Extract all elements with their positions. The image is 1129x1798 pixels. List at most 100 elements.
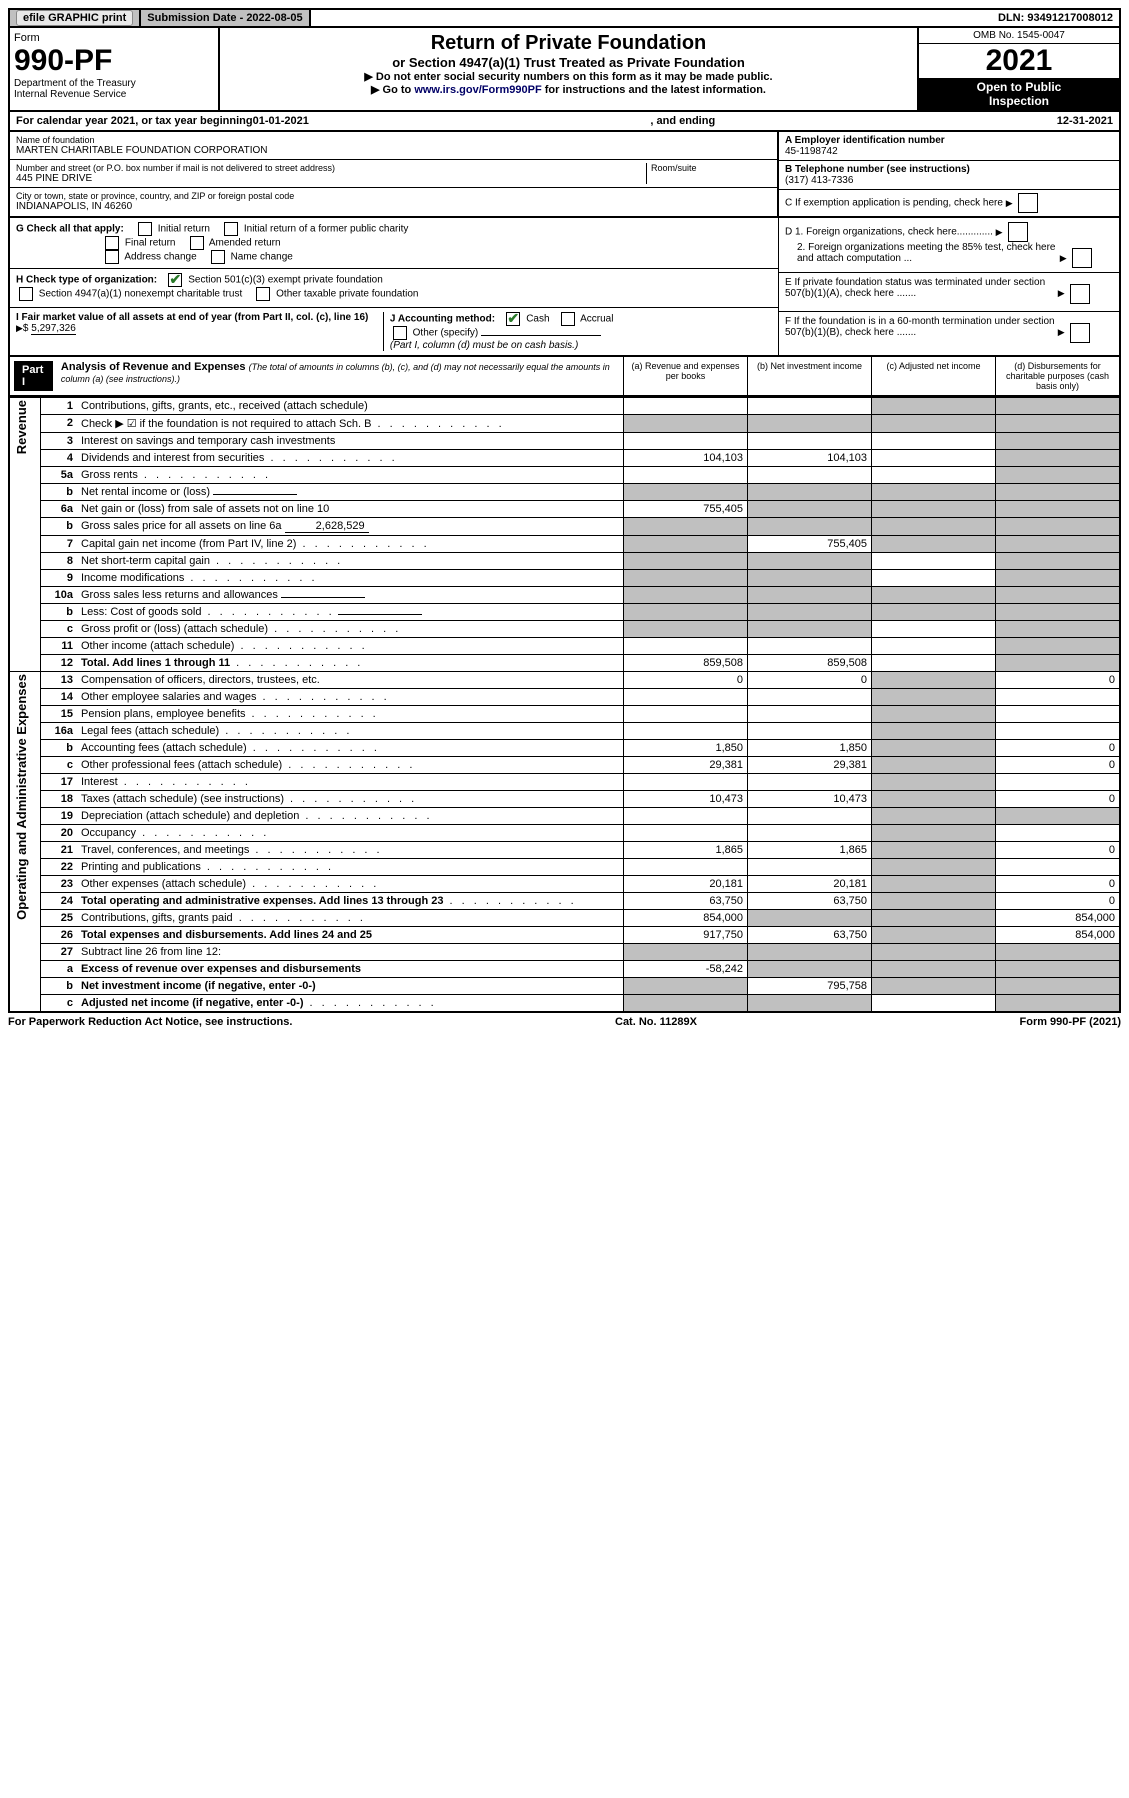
line-number: b bbox=[41, 604, 78, 621]
cell-col-dd bbox=[996, 723, 1121, 740]
line-description: Compensation of officers, directors, tru… bbox=[77, 672, 624, 689]
cell-col-dd bbox=[996, 944, 1121, 961]
line-number: b bbox=[41, 740, 78, 757]
cell-col-c bbox=[872, 587, 996, 604]
cell-col-a bbox=[624, 484, 748, 501]
cell-col-a bbox=[624, 723, 748, 740]
line-description: Other income (attach schedule) bbox=[77, 638, 624, 655]
cell-col-b bbox=[748, 825, 872, 842]
d1-checkbox[interactable] bbox=[1008, 222, 1028, 242]
cell-col-dd bbox=[996, 570, 1121, 587]
instr-1: ▶ Do not enter social security numbers o… bbox=[224, 70, 913, 83]
cell-col-dd: 0 bbox=[996, 672, 1121, 689]
line-description: Adjusted net income (if negative, enter … bbox=[77, 995, 624, 1013]
cell-col-a: 0 bbox=[624, 672, 748, 689]
cell-col-c bbox=[872, 672, 996, 689]
form-subtitle: or Section 4947(a)(1) Trust Treated as P… bbox=[224, 55, 913, 70]
cell-col-b: 63,750 bbox=[748, 893, 872, 910]
line-description: Net rental income or (loss) bbox=[77, 484, 624, 501]
f-checkbox[interactable] bbox=[1070, 323, 1090, 343]
line-description: Legal fees (attach schedule) bbox=[77, 723, 624, 740]
cell-col-b bbox=[748, 484, 872, 501]
table-row: 11Other income (attach schedule) bbox=[9, 638, 1120, 655]
cell-col-b bbox=[748, 723, 872, 740]
h-other-checkbox[interactable] bbox=[256, 287, 270, 301]
cell-col-c bbox=[872, 757, 996, 774]
analysis-table: Revenue1Contributions, gifts, grants, et… bbox=[8, 397, 1121, 1013]
expenses-side-label: Operating and Administrative Expenses bbox=[9, 672, 41, 1013]
cell-col-a: 854,000 bbox=[624, 910, 748, 927]
line-number: 14 bbox=[41, 689, 78, 706]
table-row: bNet rental income or (loss) bbox=[9, 484, 1120, 501]
table-row: 2Check ▶ ☑ if the foundation is not requ… bbox=[9, 415, 1120, 433]
cell-col-c bbox=[872, 689, 996, 706]
part1-title: Analysis of Revenue and Expenses bbox=[61, 361, 246, 373]
cell-col-a bbox=[624, 587, 748, 604]
g-amended-checkbox[interactable] bbox=[190, 236, 204, 250]
line-description: Other employee salaries and wages bbox=[77, 689, 624, 706]
g-initial-checkbox[interactable] bbox=[138, 222, 152, 236]
cell-col-a: 63,750 bbox=[624, 893, 748, 910]
j-cash-checkbox[interactable] bbox=[506, 312, 520, 326]
cell-col-dd bbox=[996, 518, 1121, 536]
cell-col-b bbox=[748, 467, 872, 484]
table-row: 23Other expenses (attach schedule)20,181… bbox=[9, 876, 1120, 893]
h-501c3-checkbox[interactable] bbox=[168, 273, 182, 287]
g-initial-public-checkbox[interactable] bbox=[224, 222, 238, 236]
line-number: b bbox=[41, 978, 78, 995]
cell-col-a: 859,508 bbox=[624, 655, 748, 672]
cell-col-c bbox=[872, 518, 996, 536]
g-address-checkbox[interactable] bbox=[105, 250, 119, 264]
cell-col-c bbox=[872, 842, 996, 859]
check-block: G Check all that apply: Initial return I… bbox=[8, 218, 1121, 357]
line-number: 17 bbox=[41, 774, 78, 791]
cell-col-b: 1,865 bbox=[748, 842, 872, 859]
d2-checkbox[interactable] bbox=[1072, 248, 1092, 268]
line-number: a bbox=[41, 961, 78, 978]
c-checkbox[interactable] bbox=[1018, 193, 1038, 213]
form990pf-link[interactable]: www.irs.gov/Form990PF bbox=[414, 84, 541, 96]
cell-col-c bbox=[872, 740, 996, 757]
e-checkbox[interactable] bbox=[1070, 284, 1090, 304]
line-number: 22 bbox=[41, 859, 78, 876]
cell-col-c bbox=[872, 398, 996, 415]
g-final-checkbox[interactable] bbox=[105, 236, 119, 250]
form-header: Form 990-PF Department of the Treasury I… bbox=[8, 28, 1121, 112]
table-row: 5aGross rents bbox=[9, 467, 1120, 484]
line-number: 15 bbox=[41, 706, 78, 723]
line-number: 2 bbox=[41, 415, 78, 433]
cell-col-b: 795,758 bbox=[748, 978, 872, 995]
j-other-checkbox[interactable] bbox=[393, 326, 407, 340]
cell-col-dd: 854,000 bbox=[996, 910, 1121, 927]
cell-col-dd bbox=[996, 978, 1121, 995]
j-accrual-checkbox[interactable] bbox=[561, 312, 575, 326]
cell-col-dd bbox=[996, 501, 1121, 518]
table-row: 14Other employee salaries and wages bbox=[9, 689, 1120, 706]
footer-right: Form 990-PF (2021) bbox=[1020, 1016, 1121, 1028]
foundation-name: MARTEN CHARITABLE FOUNDATION CORPORATION bbox=[16, 145, 771, 156]
line-number: 10a bbox=[41, 587, 78, 604]
cell-col-c bbox=[872, 723, 996, 740]
f-label: F If the foundation is in a 60-month ter… bbox=[785, 316, 1055, 338]
submission-date: Submission Date - 2022-08-05 bbox=[141, 10, 310, 26]
cell-col-dd bbox=[996, 415, 1121, 433]
h-4947-checkbox[interactable] bbox=[19, 287, 33, 301]
cell-col-dd bbox=[996, 808, 1121, 825]
part1-header-row: Part I Analysis of Revenue and Expenses … bbox=[8, 357, 1121, 397]
line-number: 7 bbox=[41, 536, 78, 553]
line-description: Net investment income (if negative, ente… bbox=[77, 978, 624, 995]
line-description: Other expenses (attach schedule) bbox=[77, 876, 624, 893]
line-number: c bbox=[41, 995, 78, 1013]
cell-col-c bbox=[872, 859, 996, 876]
i-label: I Fair market value of all assets at end… bbox=[16, 312, 368, 323]
table-row: 16aLegal fees (attach schedule) bbox=[9, 723, 1120, 740]
cell-col-dd bbox=[996, 706, 1121, 723]
g-name-checkbox[interactable] bbox=[211, 250, 225, 264]
efile-btn[interactable]: efile GRAPHIC print bbox=[10, 10, 141, 26]
table-row: aExcess of revenue over expenses and dis… bbox=[9, 961, 1120, 978]
cell-col-b bbox=[748, 553, 872, 570]
col-c-head: (c) Adjusted net income bbox=[871, 357, 995, 395]
line-number: 16a bbox=[41, 723, 78, 740]
cell-col-b: 1,850 bbox=[748, 740, 872, 757]
footer-mid: Cat. No. 11289X bbox=[615, 1016, 697, 1028]
